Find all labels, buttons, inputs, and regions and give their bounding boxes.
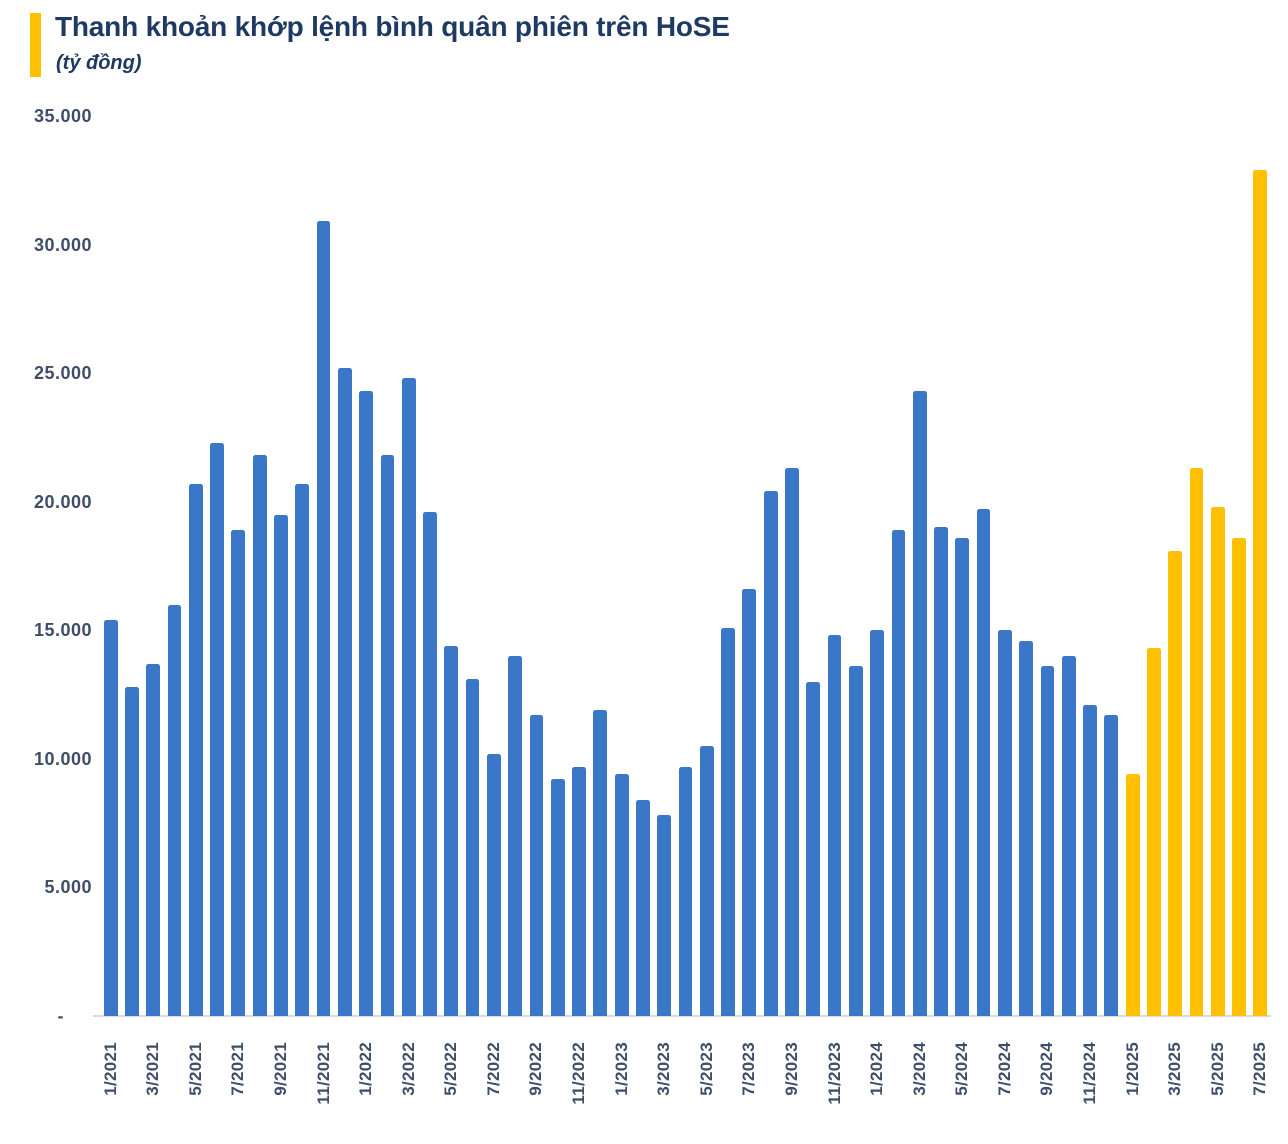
bar-2/2021: [125, 686, 139, 1016]
bar-2/2025: [1147, 648, 1161, 1016]
bar-4/2022: [423, 512, 437, 1016]
x-axis-label-9/2023: 9/2023: [781, 1042, 801, 1096]
bar-12/2021: [337, 368, 352, 1016]
bar-5/2023: [699, 746, 714, 1016]
bar-5/2021: [188, 483, 203, 1016]
y-axis-label-10000: 10.000: [33, 748, 92, 769]
bar-7/2025: [1253, 170, 1268, 1016]
chart-unit-subtitle: (tỷ đồng): [56, 52, 142, 74]
x-axis-label-7/2024: 7/2024: [994, 1042, 1014, 1096]
x-axis-label-11/2021: 11/2021: [313, 1042, 333, 1105]
y-axis-label-15000: 15.000: [33, 620, 92, 641]
x-axis-label-11/2022: 11/2022: [569, 1042, 589, 1105]
bar-10/2021: [295, 483, 310, 1016]
bar-3/2024: [912, 391, 927, 1016]
x-axis-label-1/2021: 1/2021: [100, 1042, 120, 1096]
bar-10/2022: [550, 779, 565, 1016]
chart-title: Thanh khoản khớp lệnh bình quân phiên tr…: [55, 11, 730, 42]
bar-5/2025: [1210, 506, 1225, 1016]
bar-3/2022: [401, 378, 416, 1016]
x-axis-label-5/2021: 5/2021: [185, 1042, 205, 1096]
bar-1/2022: [359, 391, 374, 1016]
bar-7/2024: [997, 630, 1012, 1016]
bar-4/2021: [167, 604, 182, 1016]
bar-8/2024: [1019, 640, 1034, 1016]
bar-6/2022: [465, 679, 480, 1016]
x-axis-label-5/2022: 5/2022: [441, 1042, 461, 1096]
y-axis-label-25000: 25.000: [33, 363, 92, 384]
bar-9/2023: [785, 468, 799, 1016]
bar-6/2023: [721, 627, 735, 1016]
x-axis-label-7/2021: 7/2021: [228, 1042, 248, 1096]
x-axis-label-11/2024: 11/2024: [1080, 1042, 1100, 1105]
x-axis-label-5/2023: 5/2023: [696, 1042, 716, 1096]
bar-11/2023: [827, 635, 842, 1016]
bar-8/2022: [508, 656, 523, 1016]
bar-6/2025: [1232, 537, 1246, 1016]
x-axis-label-3/2023: 3/2023: [654, 1042, 674, 1096]
bar-5/2024: [955, 537, 970, 1016]
bar-10/2023: [806, 681, 821, 1016]
bar-11/2021: [316, 221, 331, 1016]
bar-1/2021: [103, 620, 118, 1016]
x-axis-label-3/2024: 3/2024: [909, 1042, 929, 1096]
y-axis-label-30000: 30.000: [33, 234, 92, 255]
bar-5/2022: [444, 645, 459, 1016]
bar-7/2022: [486, 753, 501, 1016]
bar-6/2021: [210, 442, 224, 1016]
bar-3/2025: [1168, 550, 1183, 1016]
bar-1/2024: [870, 630, 884, 1016]
bar-11/2022: [572, 766, 586, 1016]
x-axis-label-3/2022: 3/2022: [398, 1042, 418, 1096]
x-axis-label-1/2022: 1/2022: [356, 1042, 376, 1096]
bar-12/2022: [593, 710, 608, 1016]
bar-9/2022: [529, 715, 544, 1016]
y-axis-label-20000: 20.000: [33, 491, 92, 512]
x-axis-label-3/2025: 3/2025: [1165, 1042, 1185, 1096]
x-axis-label-1/2025: 1/2025: [1122, 1042, 1142, 1096]
bar-8/2021: [252, 455, 267, 1016]
bar-12/2023: [848, 666, 863, 1016]
x-axis-label-5/2024: 5/2024: [952, 1042, 972, 1096]
bar-9/2021: [274, 514, 288, 1016]
bar-12/2024: [1104, 715, 1119, 1016]
bar-11/2024: [1083, 704, 1097, 1016]
bar-6/2024: [976, 509, 991, 1016]
bar-9/2024: [1040, 666, 1055, 1016]
y-axis-label-5000: 5.000: [44, 877, 92, 898]
title-accent-bar: [30, 13, 41, 77]
bar-3/2021: [146, 663, 161, 1016]
x-axis-label-3/2021: 3/2021: [143, 1042, 163, 1096]
bar-4/2025: [1189, 468, 1204, 1016]
bar-7/2023: [742, 589, 757, 1016]
bar-3/2023: [657, 815, 672, 1016]
x-axis-line: [93, 1015, 1271, 1017]
x-axis-label-1/2024: 1/2024: [867, 1042, 887, 1096]
bar-1/2025: [1125, 774, 1140, 1016]
x-axis-label-9/2024: 9/2024: [1037, 1042, 1057, 1096]
bar-10/2024: [1061, 656, 1076, 1016]
x-axis-label-9/2022: 9/2022: [526, 1042, 546, 1096]
y-axis-label-35000: 35.000: [33, 106, 92, 126]
bar-4/2023: [678, 766, 693, 1016]
bar-2/2023: [636, 800, 650, 1016]
bar-2/2022: [380, 455, 395, 1016]
bar-1/2023: [614, 774, 629, 1016]
bar-8/2023: [763, 491, 778, 1016]
x-axis-label-9/2021: 9/2021: [270, 1042, 290, 1096]
x-axis-label-7/2022: 7/2022: [483, 1042, 503, 1096]
x-axis-label-7/2023: 7/2023: [739, 1042, 759, 1096]
x-axis-label-1/2023: 1/2023: [611, 1042, 631, 1096]
bar-2/2024: [891, 530, 906, 1016]
x-axis-label-11/2023: 11/2023: [824, 1042, 844, 1105]
bar-4/2024: [934, 527, 948, 1016]
x-axis-label-5/2025: 5/2025: [1207, 1042, 1227, 1096]
y-axis-label-0: -: [57, 1006, 64, 1026]
x-axis-label-7/2025: 7/2025: [1250, 1042, 1270, 1096]
bar-7/2021: [231, 530, 246, 1016]
